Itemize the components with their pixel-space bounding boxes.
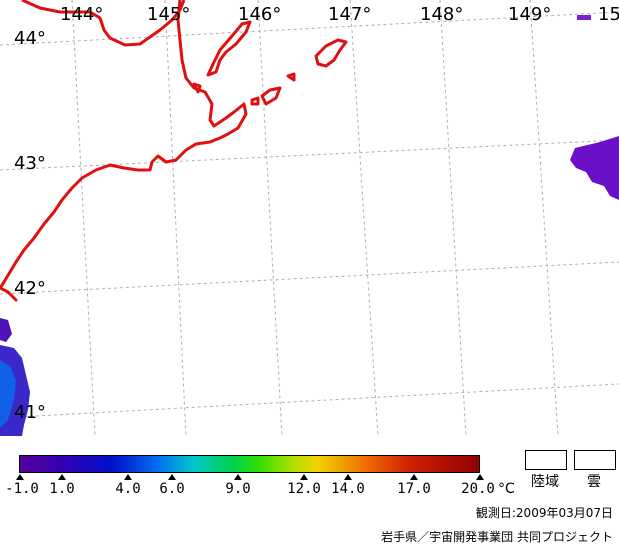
- habomai-coast: [260, 86, 282, 106]
- islet-1: [250, 96, 260, 106]
- sst-patch-east-dot: [577, 15, 591, 20]
- colorbar-unit: °C: [498, 481, 515, 497]
- sst-patch-west-top: [0, 318, 12, 342]
- colorbar-tick-label: -1.0: [5, 481, 39, 497]
- colorbar-tick-label: 1.0: [49, 481, 75, 497]
- credit-text: 岩手県／宇宙開発事業団 共同プロジェクト: [381, 530, 613, 544]
- lat-label-43: 43°: [14, 153, 46, 174]
- shikotan-coast: [314, 38, 348, 68]
- longitude-labels: 144° 145° 146° 147° 148° 149° 15: [60, 4, 619, 25]
- sst-patch-east: [570, 136, 619, 200]
- colorbar-tick-label: 9.0: [225, 481, 251, 497]
- colorbar-tick-label: 14.0: [331, 481, 365, 497]
- colorbar-tick: [124, 474, 132, 480]
- observation-date: 観測日:2009年03月07日: [475, 506, 613, 520]
- colorbar-tick: [58, 474, 66, 480]
- sst-patch-west-warm: [0, 360, 16, 428]
- islet-2: [286, 72, 296, 82]
- colorbar-tick: [476, 474, 484, 480]
- lon-label-147: 147°: [328, 4, 371, 25]
- cloud-legend-swatch: [574, 450, 616, 470]
- hokkaido-coast: [0, 0, 248, 302]
- colorbar-tick-label: 12.0: [287, 481, 321, 497]
- lon-label-149: 149°: [508, 4, 551, 25]
- colorbar-tick-label: 20.0: [461, 481, 495, 497]
- map: 144° 145° 146° 147° 148° 149° 15 44° 43°…: [0, 0, 619, 436]
- lon-label-144: 144°: [60, 4, 103, 25]
- kunashiri-coast: [206, 20, 252, 77]
- lon-label-145: 145°: [147, 4, 190, 25]
- colorbar-tick-label: 17.0: [397, 481, 431, 497]
- lat-label-44: 44°: [14, 28, 46, 49]
- colorbar-tick: [344, 474, 352, 480]
- land-legend-label: 陸域: [531, 474, 559, 490]
- land-legend-swatch: [525, 450, 567, 470]
- colorbar-tick: [300, 474, 308, 480]
- lon-label-148: 148°: [420, 4, 463, 25]
- temperature-colorbar: [19, 455, 480, 473]
- islet-3: [192, 82, 202, 94]
- colorbar-tick: [410, 474, 418, 480]
- lat-label-41: 41°: [14, 402, 46, 423]
- lon-label-146: 146°: [238, 4, 281, 25]
- colorbar-tick-label: 4.0: [115, 481, 141, 497]
- sst-data: [0, 15, 619, 436]
- lon-label-150: 15: [598, 4, 619, 25]
- lat-label-42: 42°: [14, 278, 46, 299]
- colorbar-tick: [168, 474, 176, 480]
- colorbar-tick: [16, 474, 24, 480]
- legend-area: -1.0 1.0 4.0 6.0 9.0 12.0 14.0 17.0 20.0…: [0, 436, 619, 546]
- colorbar-tick-label: 6.0: [159, 481, 185, 497]
- graticule: [0, 0, 619, 436]
- latitude-labels: 44° 43° 42° 41°: [14, 28, 46, 423]
- cloud-legend-label: 雲: [587, 474, 601, 490]
- coastline: [0, 0, 348, 302]
- colorbar-tick: [234, 474, 242, 480]
